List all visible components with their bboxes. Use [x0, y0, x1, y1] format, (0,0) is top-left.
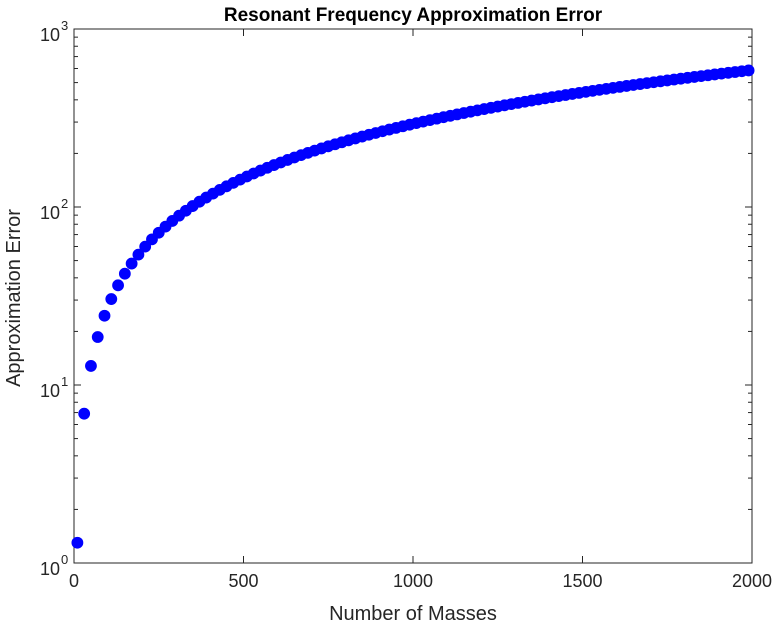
x-tick-label: 1500 [562, 571, 602, 591]
y-tick-label: 10 1 [40, 374, 68, 401]
y-tick-base: 10 [40, 559, 60, 579]
y-tick-exponent: 0 [61, 552, 68, 567]
y-tick-base: 10 [40, 25, 60, 45]
y-tick-base: 10 [40, 381, 60, 401]
data-point [125, 257, 138, 270]
y-tick-label: 10 0 [40, 552, 68, 579]
data-point [118, 267, 131, 280]
y-tick-exponent: 3 [61, 18, 68, 33]
data-point [71, 536, 84, 549]
x-tick-label: 0 [69, 571, 79, 591]
y-axis-label: Approximation Error [3, 209, 25, 387]
data-point [742, 64, 755, 77]
x-tick-label: 500 [228, 571, 258, 591]
data-point [91, 331, 104, 343]
data-point [98, 309, 111, 322]
y-tick-exponent: 1 [61, 374, 68, 389]
y-tick-base: 10 [40, 203, 60, 223]
data-point [132, 248, 145, 261]
y-tick-exponent: 2 [61, 196, 68, 211]
data-point [85, 360, 97, 372]
x-tick-label: 1000 [393, 571, 433, 591]
x-axis-label: Number of Masses [329, 603, 497, 625]
data-point [139, 240, 152, 253]
x-tick-label: 2000 [732, 571, 772, 591]
data-point [112, 279, 124, 292]
data-points [71, 64, 755, 549]
y-tick-label: 10 3 [40, 18, 68, 45]
data-point [105, 293, 118, 305]
y-tick-label: 10 2 [40, 196, 68, 223]
data-point [78, 407, 91, 420]
chart-title: Resonant Frequency Approximation Error [224, 5, 603, 26]
